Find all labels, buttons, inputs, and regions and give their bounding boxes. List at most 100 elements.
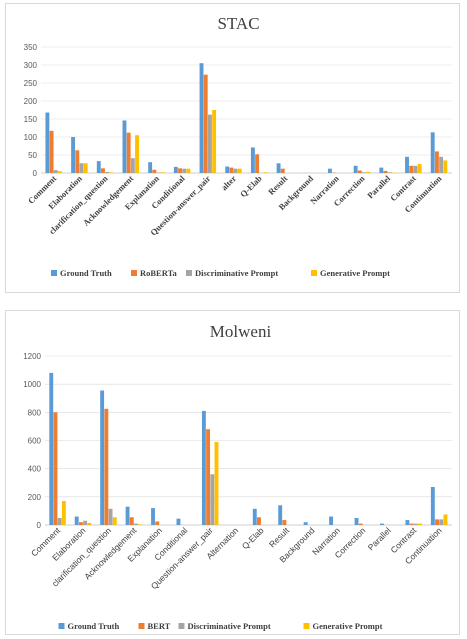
bar	[303, 522, 308, 525]
bar	[178, 168, 182, 173]
y-tick-label: 1200	[23, 352, 41, 361]
stac-chart-panel: STAC 0 50 100 150 200 250 300 350 Comment Elaborat…	[5, 3, 460, 293]
bar	[280, 168, 285, 173]
legend-swatch	[303, 623, 310, 629]
bar	[434, 151, 439, 173]
x-tick-label: Q-Elab	[240, 525, 266, 551]
bar	[443, 160, 448, 173]
bar	[57, 517, 62, 525]
chart-title: STAC	[217, 14, 259, 33]
bar	[182, 168, 187, 173]
bar	[443, 514, 448, 525]
y-tick-label: 50	[28, 151, 37, 160]
bar	[380, 523, 384, 525]
legend-label: Ground Truth	[60, 268, 112, 278]
bar	[354, 517, 359, 525]
molweni-chart: Molweni020040060080010001200CommentElabo…	[23, 322, 452, 631]
bar	[413, 165, 418, 173]
y-tick-label: 150	[24, 115, 38, 124]
bar	[125, 506, 130, 525]
bar	[74, 516, 79, 525]
y-tick-label: 800	[28, 408, 42, 417]
chart-title: Molweni	[210, 322, 272, 341]
bar	[329, 516, 334, 525]
stac-chart: STAC050100150200250300350CommentElaborat…	[24, 14, 452, 278]
bar	[328, 168, 332, 173]
bar	[206, 429, 211, 525]
bar	[214, 441, 219, 525]
bar	[122, 120, 127, 173]
bar	[263, 172, 268, 173]
bar	[257, 517, 261, 525]
bar	[409, 523, 414, 525]
bar	[405, 156, 409, 173]
bar	[53, 170, 58, 173]
y-tick-label: 300	[24, 61, 38, 70]
bar	[405, 520, 410, 525]
bar	[45, 112, 50, 173]
x-tick-label: Result	[266, 173, 290, 197]
bar	[357, 170, 362, 173]
bar	[135, 135, 140, 173]
x-tick-label: Q-Elab	[238, 173, 264, 199]
bar	[105, 171, 110, 173]
bar	[104, 408, 109, 525]
legend-label: Discriminative Prompt	[195, 268, 278, 278]
bar	[100, 390, 105, 525]
bar	[155, 521, 160, 525]
bar	[126, 132, 131, 173]
bar	[87, 522, 92, 525]
bar	[233, 168, 238, 173]
bar	[61, 501, 66, 525]
bar	[278, 505, 283, 525]
y-tick-label: 250	[24, 79, 38, 88]
legend-label: RoBERTa	[140, 268, 177, 278]
bar	[229, 167, 234, 173]
y-tick-label: 100	[24, 133, 38, 142]
bar	[78, 522, 83, 525]
bar	[255, 154, 260, 173]
bar	[83, 163, 88, 173]
bar	[186, 168, 191, 173]
bar	[417, 164, 422, 173]
legend-label: Discriminative Prompt	[188, 621, 271, 631]
bar	[250, 147, 255, 173]
bar	[413, 523, 418, 525]
legend-label: BERT	[148, 621, 171, 631]
legend-swatch	[186, 270, 192, 276]
bar	[225, 166, 230, 173]
legend-label: Ground Truth	[68, 621, 120, 631]
bar	[358, 523, 363, 525]
bar	[53, 412, 58, 525]
bar	[160, 172, 165, 173]
molweni-chart-panel: Molweni 0 200 400 600 800 1000 1200 Comment Elabo…	[5, 310, 460, 635]
legend-label: Generative Prompt	[313, 621, 383, 631]
bar	[201, 410, 206, 525]
bar	[383, 170, 388, 173]
bar	[109, 172, 114, 173]
legend-swatch	[51, 270, 57, 276]
bar	[207, 114, 212, 173]
bar	[71, 137, 76, 173]
legend-swatch	[138, 623, 145, 629]
bar	[58, 171, 62, 173]
y-tick-label: 1000	[23, 380, 41, 389]
y-tick-label: 400	[28, 465, 42, 474]
bar	[130, 158, 135, 173]
y-tick-label: 0	[33, 169, 38, 178]
y-tick-label: 0	[37, 521, 42, 530]
y-tick-label: 600	[28, 437, 42, 446]
bar	[151, 508, 155, 525]
x-tick-label: alter	[219, 173, 238, 192]
bar	[430, 486, 435, 525]
bar	[435, 519, 439, 525]
bar	[134, 523, 138, 525]
bar	[282, 520, 287, 525]
bar	[129, 517, 134, 525]
bar	[49, 372, 54, 525]
bar	[112, 517, 117, 525]
bar	[199, 63, 204, 174]
bar	[212, 110, 217, 173]
bar	[101, 168, 105, 173]
bar	[79, 163, 84, 173]
